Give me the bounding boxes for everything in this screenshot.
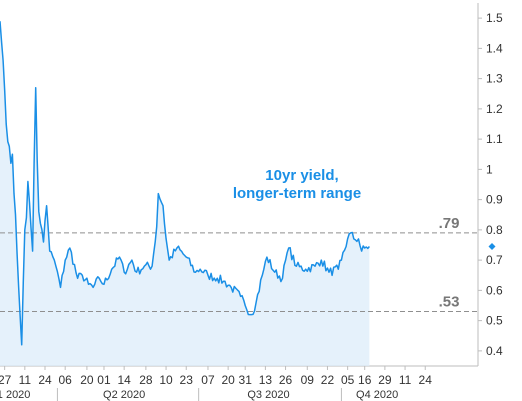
x-tick-label: 11 xyxy=(399,373,412,387)
x-axis-ticks: 27 11 24 06 20 01 14 28 10 23 07 20 31 13 26 09 22 05 16 29… xyxy=(0,366,432,387)
yield-series-line xyxy=(0,21,370,346)
y-tick-label: 1.5 xyxy=(486,11,503,25)
y-tick-label: 0.5 xyxy=(486,314,503,328)
x-tick-label: 16 xyxy=(358,373,372,387)
annotation-line-1: 10yr yield, xyxy=(265,167,338,184)
reference-line-label: .79 xyxy=(439,215,460,232)
y-tick-label: 0.7 xyxy=(486,253,503,267)
x-tick-label: 26 xyxy=(279,373,293,387)
last-value-marker xyxy=(488,243,496,251)
y-tick-label: 1.2 xyxy=(486,102,503,116)
x-tick-label: 28 xyxy=(139,373,153,387)
y-tick-label: 0.9 xyxy=(486,193,503,207)
x-tick-label: 22 xyxy=(321,373,335,387)
quarter-label: Q3 2020 xyxy=(247,389,289,401)
y-tick-label: 0.6 xyxy=(486,283,503,297)
quarter-label: Q1 2020 xyxy=(0,389,30,401)
x-tick-label: 29 xyxy=(378,373,392,387)
x-tick-label: 14 xyxy=(117,373,131,387)
x-tick-label: 11 xyxy=(19,373,32,387)
quarter-separators xyxy=(56,388,342,401)
yield-area-fill xyxy=(0,21,370,366)
y-tick-label: 1 xyxy=(486,162,493,176)
x-tick-label: 05 xyxy=(341,373,355,387)
x-tick-label: 10 xyxy=(159,373,173,387)
reference-lines: .79 .53 xyxy=(0,215,478,313)
annotation-line-2: longer-term range xyxy=(233,185,361,202)
y-tick-label: 0.8 xyxy=(486,223,503,237)
quarter-label: Q4 2020 xyxy=(356,389,398,401)
x-tick-label: 27 xyxy=(0,373,12,387)
y-tick-label: 1.3 xyxy=(486,72,503,86)
quarter-labels: Q1 2020 Q2 2020 Q3 2020 Q4 2020 xyxy=(0,389,398,401)
y-axis-ticks: 0.4 0.5 0.6 0.7 0.8 0.9 1 1.1 1.2 1.3 1.4 1.5 xyxy=(478,11,503,358)
x-tick-label: 20 xyxy=(221,373,235,387)
x-tick-label: 01 xyxy=(97,373,111,387)
y-tick-label: 1.4 xyxy=(486,41,503,55)
y-tick-label: 1.1 xyxy=(486,132,503,146)
x-tick-label: 13 xyxy=(259,373,273,387)
x-tick-label: 07 xyxy=(201,373,215,387)
x-tick-label: 24 xyxy=(38,373,52,387)
x-tick-label: 06 xyxy=(59,373,73,387)
y-tick-label: 0.4 xyxy=(486,344,503,358)
reference-line-label: .53 xyxy=(439,294,460,311)
x-tick-label: 24 xyxy=(419,373,433,387)
x-tick-label: 23 xyxy=(180,373,194,387)
x-tick-label: 20 xyxy=(80,373,94,387)
x-tick-label: 09 xyxy=(301,373,315,387)
quarter-label: Q2 2020 xyxy=(103,389,145,401)
x-tick-label: 31 xyxy=(239,373,253,387)
